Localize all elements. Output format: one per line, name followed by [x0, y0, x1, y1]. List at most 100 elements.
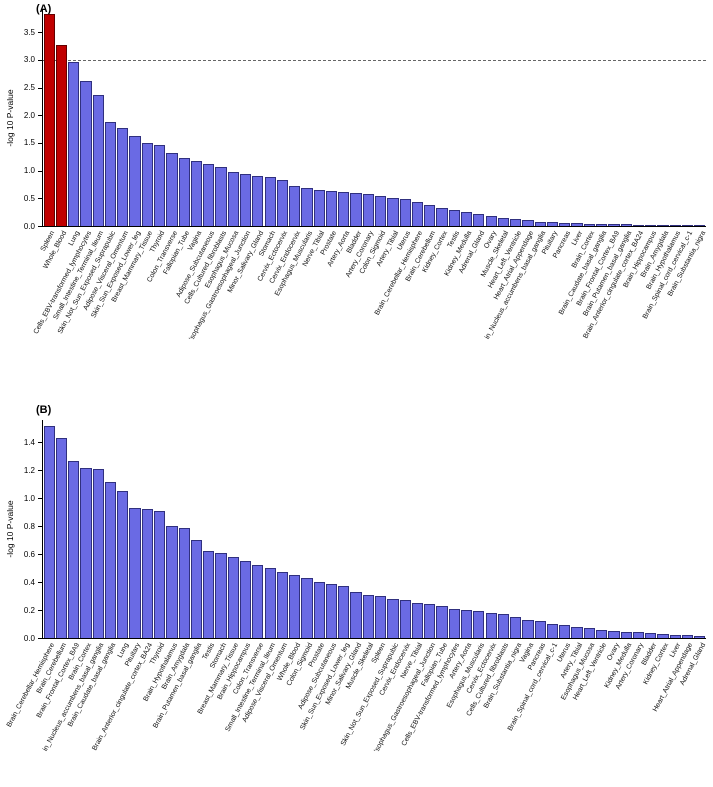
- bar-Pancreas: [559, 222, 571, 226]
- bar-'sophagus_Gastroesophageal_Junction: [424, 604, 436, 638]
- bar-Vagina: [190, 161, 203, 226]
- bar-Thyroid: [154, 510, 166, 638]
- y-tick-label: 1.0: [23, 493, 35, 503]
- panel-b-x-labels: Brain_Cerebellar_Hemisphere Brain_Cerebel…: [6, 639, 707, 785]
- bar-Brain_Frontal_Cortex_BA9: [68, 460, 80, 638]
- bar-Cervix_Ectocervix: [276, 180, 289, 226]
- bar-Lung: [117, 491, 129, 638]
- y-tick-mark: [38, 610, 42, 612]
- bar-Brain_Caudate_basal_ganglia: [104, 481, 117, 638]
- bar-Testis: [203, 551, 215, 638]
- bar-Cells_Cultured_fibroblasts: [215, 166, 227, 226]
- y-tick-label: 3.5: [23, 27, 35, 37]
- bar-Brain_Caudate_basal_ganglia: [596, 223, 608, 226]
- bar-Brain_Spinal_cord_cervical_c-1: [546, 624, 559, 638]
- bar-Brain_Cortex: [583, 223, 595, 226]
- bar-Artery_Coronary: [632, 632, 645, 638]
- bar-Whole_Blood: [55, 44, 68, 226]
- bar-Heart_Left_Ventricle: [510, 219, 522, 226]
- y-tick-mark: [38, 87, 42, 89]
- y-tick-label: 0.6: [23, 549, 35, 559]
- bar-Brain_Hippocampus: [645, 224, 657, 226]
- bar-Muscle_Skeletal: [497, 218, 510, 226]
- bar-Breast_Mammary_Tissue: [227, 556, 239, 638]
- bar-Artery_Aorta: [460, 610, 473, 638]
- bar-Cervix_Endocervix: [289, 185, 301, 226]
- bar-Adipose_Subcutaneous: [325, 583, 338, 638]
- panel-b-label: (B): [36, 404, 52, 416]
- bar-Skin_Sun_Exposed_Lower_leg: [338, 586, 350, 638]
- bar-Colon_Sigmoid: [301, 577, 313, 638]
- bar-Brain_Amygdala: [178, 527, 190, 638]
- y-tick-mark: [38, 582, 42, 584]
- bar-Artery_Tibial: [387, 197, 399, 226]
- y-tick-mark: [38, 638, 42, 639]
- bar-Brain_Putamen_basal_ganglia: [620, 224, 632, 226]
- bar-Spleen: [375, 596, 387, 638]
- y-tick-label: 1.0: [23, 166, 35, 176]
- bar-Brain_Cerebellum: [424, 204, 436, 226]
- bar-Prostate: [325, 191, 338, 226]
- bar-Small_Intestine_Terminal_Ileum: [92, 94, 104, 226]
- bar-Adrenal_Gland: [694, 635, 706, 638]
- bar-Colon_Transverse: [166, 152, 178, 226]
- y-tick-mark: [38, 470, 42, 472]
- bar-Spleen: [43, 14, 55, 226]
- y-tick-mark: [38, 32, 42, 34]
- bar-Cells_Cultured_fibroblasts: [497, 614, 510, 638]
- bar-Lung: [68, 61, 80, 226]
- y-tick-mark: [38, 554, 42, 556]
- bar-Kidney_Medulla: [460, 211, 473, 226]
- y-tick-label: 0.8: [23, 521, 35, 531]
- bar-Brain_Amygdala: [657, 225, 669, 226]
- bar-Testis: [448, 209, 460, 226]
- y-tick-mark: [38, 498, 42, 500]
- bar-Brain_Cerebellar_Hemisphere: [411, 201, 424, 226]
- bar-Cervix_Ectocervix: [485, 612, 497, 638]
- y-tick-label: 0.5: [23, 193, 35, 203]
- panel-b: (B) -log 10 P-value 0.0 0.2 0.4 0.6 0.8 1.0 1.…: [0, 398, 713, 787]
- panel-b-plot: 0.0 0.2 0.4 0.6 0.8 1.0 1.2 1.4: [24, 420, 706, 643]
- bar-Esophagus_Mucosa: [227, 172, 239, 226]
- bar-Ovary: [485, 216, 497, 226]
- bar-in_Nucleus_accumbens_basal_ganglia: [534, 221, 546, 226]
- bar-Cells_EBV-transformed_lymphocytes: [80, 80, 92, 226]
- bar-Brain_Cerebellar_Hemisphere: [43, 425, 55, 638]
- bar-Heart_Atrial_Appendage: [681, 635, 694, 638]
- bar-Skin_Not_Sun_Exposed_Suprapubic: [387, 598, 399, 638]
- bar-Artery_Tibial: [571, 626, 583, 638]
- bar-Minor_Salivary_Gland: [252, 175, 264, 226]
- bar-Brain_Cerebellum: [55, 438, 68, 638]
- bar-Cervix_Endocervix: [399, 600, 411, 638]
- bar-Heart_Atrial_Appendage: [522, 220, 534, 226]
- bar-Brain_Anterior_cingulate_cortex_BA24: [141, 509, 153, 638]
- bar-Esophagus_Mucosa: [583, 628, 595, 638]
- panel-a: (A) -log 10 P-value 0.0 0.5 1.0 1.5 2.0 2.5 3.…: [5, 3, 707, 342]
- y-tick-mark: [38, 142, 42, 144]
- bar-Kidney_Cortex: [436, 208, 448, 226]
- bar-Brain_Anterior_cingulate_cortex_BA24: [632, 224, 645, 226]
- bar-Stomach: [215, 552, 227, 638]
- bar-Prostate: [313, 582, 325, 638]
- bar-Brain_Hypothalamus: [166, 526, 178, 638]
- bar-Kidney_Medulla: [620, 631, 632, 638]
- bar-Bladder: [645, 633, 657, 638]
- bar-Colon_Sigmoid: [375, 196, 387, 226]
- y-tick-label: 1.4: [23, 437, 35, 447]
- bar-Uterus: [399, 199, 411, 226]
- bar-Brain_Putamen_basal_ganglia: [190, 540, 203, 638]
- y-tick-label: 0.4: [23, 577, 35, 587]
- bar-Thyroid: [154, 145, 166, 226]
- bar-Brain_Hypothalamus: [669, 225, 681, 226]
- bar-Adrenal_Gland: [473, 213, 485, 226]
- bar-Artery_Aorta: [338, 192, 350, 226]
- bar-Uterus: [559, 625, 571, 638]
- y-tick-mark: [38, 198, 42, 200]
- bar-Brain_Hippocampus: [239, 561, 252, 638]
- bar-Pancreas: [534, 621, 546, 638]
- bar-Brain_Cortex: [80, 467, 92, 638]
- bar-in_Nucleus_accumbens_basal_ganglia: [92, 468, 104, 638]
- bar-Brain_Substantia_nigra: [510, 617, 522, 638]
- bar-Minor_Salivary_Gland: [350, 591, 362, 638]
